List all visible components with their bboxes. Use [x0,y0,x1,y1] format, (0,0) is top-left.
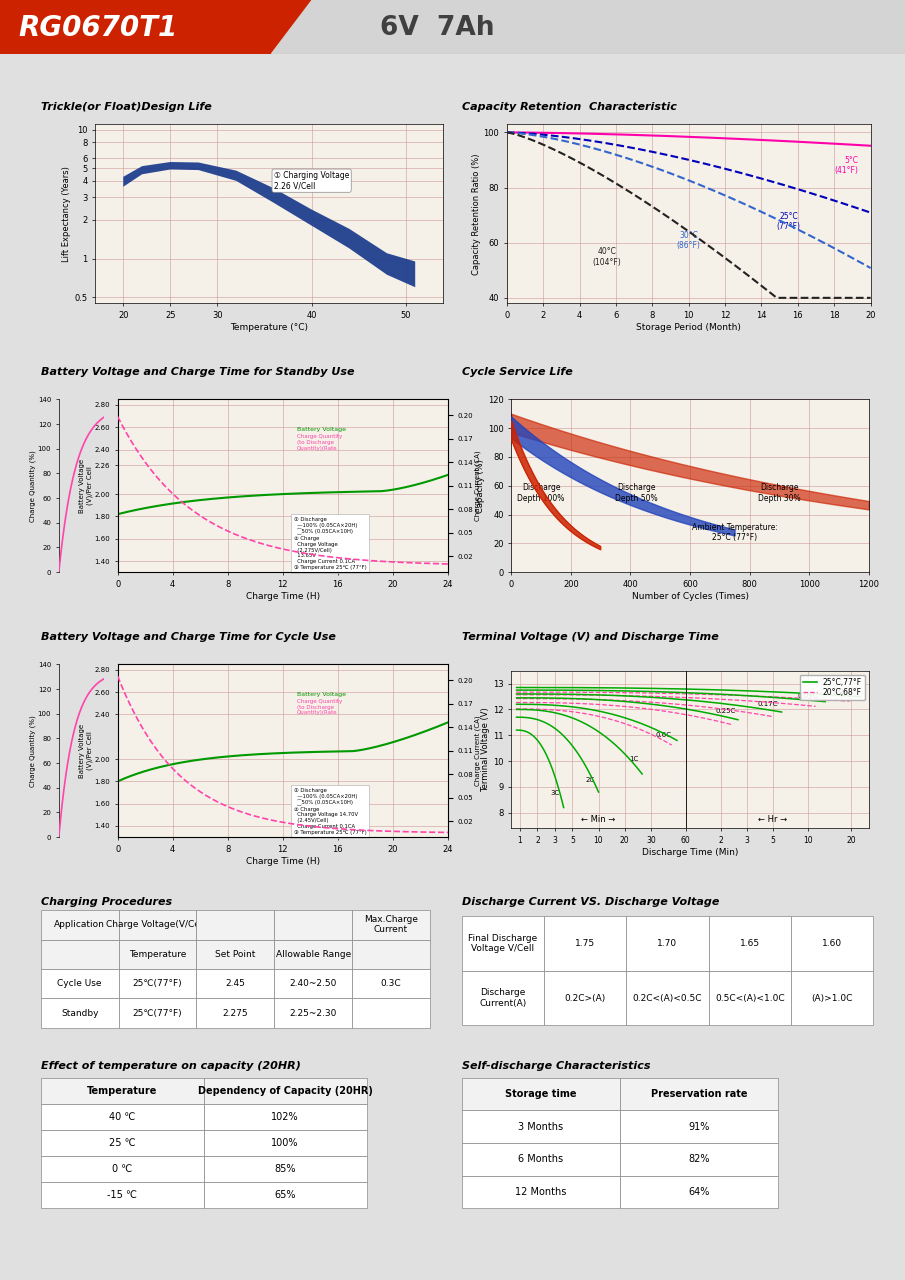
Text: 40°C
(104°F): 40°C (104°F) [593,247,621,266]
Text: Discharge
Depth 30%: Discharge Depth 30% [758,484,801,503]
X-axis label: Discharge Time (Min): Discharge Time (Min) [642,847,738,856]
Y-axis label: Charge Current (CA): Charge Current (CA) [475,451,481,521]
X-axis label: Temperature (°C): Temperature (°C) [230,323,309,332]
Y-axis label: Charge Quantity (%): Charge Quantity (%) [30,714,36,787]
Text: Effect of temperature on capacity (20HR): Effect of temperature on capacity (20HR) [41,1061,300,1071]
Y-axis label: Battery Voltage
(V)/Per Cell: Battery Voltage (V)/Per Cell [80,723,93,778]
Text: Charging Procedures: Charging Procedures [41,897,172,908]
Text: Charge Quantity
(to Discharge
Quantity)(Rate: Charge Quantity (to Discharge Quantity)(… [297,699,342,716]
Text: ← Min →: ← Min → [581,815,615,824]
Text: Capacity Retention  Characteristic: Capacity Retention Characteristic [462,102,676,113]
Text: Battery Voltage and Charge Time for Cycle Use: Battery Voltage and Charge Time for Cycl… [41,632,336,643]
Text: 1C: 1C [629,756,638,762]
X-axis label: Charge Time (H): Charge Time (H) [246,591,319,600]
Polygon shape [123,163,415,287]
Text: 2C: 2C [586,777,595,782]
X-axis label: Storage Period (Month): Storage Period (Month) [636,323,741,332]
Text: Discharge Current VS. Discharge Voltage: Discharge Current VS. Discharge Voltage [462,897,719,908]
Text: Self-discharge Characteristics: Self-discharge Characteristics [462,1061,650,1071]
Text: Ambient Temperature:
25°C (77°F): Ambient Temperature: 25°C (77°F) [691,524,777,543]
X-axis label: Number of Cycles (Times): Number of Cycles (Times) [632,591,748,600]
Text: 6V  7Ah: 6V 7Ah [380,15,495,41]
X-axis label: Charge Time (H): Charge Time (H) [246,856,319,865]
Text: 3C: 3C [550,790,559,796]
Text: Battery Voltage and Charge Time for Standby Use: Battery Voltage and Charge Time for Stan… [41,367,354,378]
Text: Terminal Voltage (V) and Discharge Time: Terminal Voltage (V) and Discharge Time [462,632,719,643]
Text: Battery Voltage: Battery Voltage [297,691,346,696]
Y-axis label: Charge Current (CA): Charge Current (CA) [475,716,481,786]
Text: 25°C
(77°F): 25°C (77°F) [776,211,801,230]
Text: Charge Quantity
(to Discharge
Quantity)(Rate: Charge Quantity (to Discharge Quantity)(… [297,434,342,451]
Text: ① Discharge
  —100% (0.05CA×20H)
  ⁐50% (0.05CA×10H)
② Charge
  Charge Voltage 1: ① Discharge —100% (0.05CA×20H) ⁐50% (0.0… [294,787,367,835]
Text: ① Discharge
  —100% (0.05CA×20H)
  ⁐50% (0.05CA×10H)
② Charge
  Charge Voltage
 : ① Discharge —100% (0.05CA×20H) ⁐50% (0.0… [294,517,367,570]
Y-axis label: Lift Expectancy (Years): Lift Expectancy (Years) [62,166,71,261]
Y-axis label: Capacity (%): Capacity (%) [476,458,485,513]
Text: 0.17C: 0.17C [757,700,778,707]
Text: 0.09C: 0.09C [797,692,818,699]
Y-axis label: Terminal Voltage (V): Terminal Voltage (V) [481,707,491,792]
Y-axis label: Battery Voltage
(V)/Per Cell: Battery Voltage (V)/Per Cell [80,458,93,513]
Polygon shape [272,0,905,54]
Text: ① Charging Voltage
2.26 V/Cell: ① Charging Voltage 2.26 V/Cell [274,172,349,191]
Text: Discharge
Depth 100%: Discharge Depth 100% [518,484,565,503]
Text: Battery Voltage: Battery Voltage [297,426,346,431]
Y-axis label: Capacity Retention Ratio (%): Capacity Retention Ratio (%) [472,154,481,274]
Text: 0.6C: 0.6C [655,732,671,737]
Text: Cycle Service Life: Cycle Service Life [462,367,572,378]
Text: 0.25C: 0.25C [716,708,736,714]
Text: 30°C
(86°F): 30°C (86°F) [677,230,700,250]
Text: ← Hr →: ← Hr → [758,815,787,824]
Text: RG0670T1: RG0670T1 [18,14,177,42]
Text: Discharge
Depth 50%: Discharge Depth 50% [615,484,658,503]
Legend: 25°C,77°F, 20°C,68°F: 25°C,77°F, 20°C,68°F [800,675,865,700]
Text: Trickle(or Float)Design Life: Trickle(or Float)Design Life [41,102,212,113]
Text: 0.05C: 0.05C [833,687,853,694]
Y-axis label: Charge Quantity (%): Charge Quantity (%) [30,449,36,522]
Text: 5°C
(41°F): 5°C (41°F) [834,156,858,175]
